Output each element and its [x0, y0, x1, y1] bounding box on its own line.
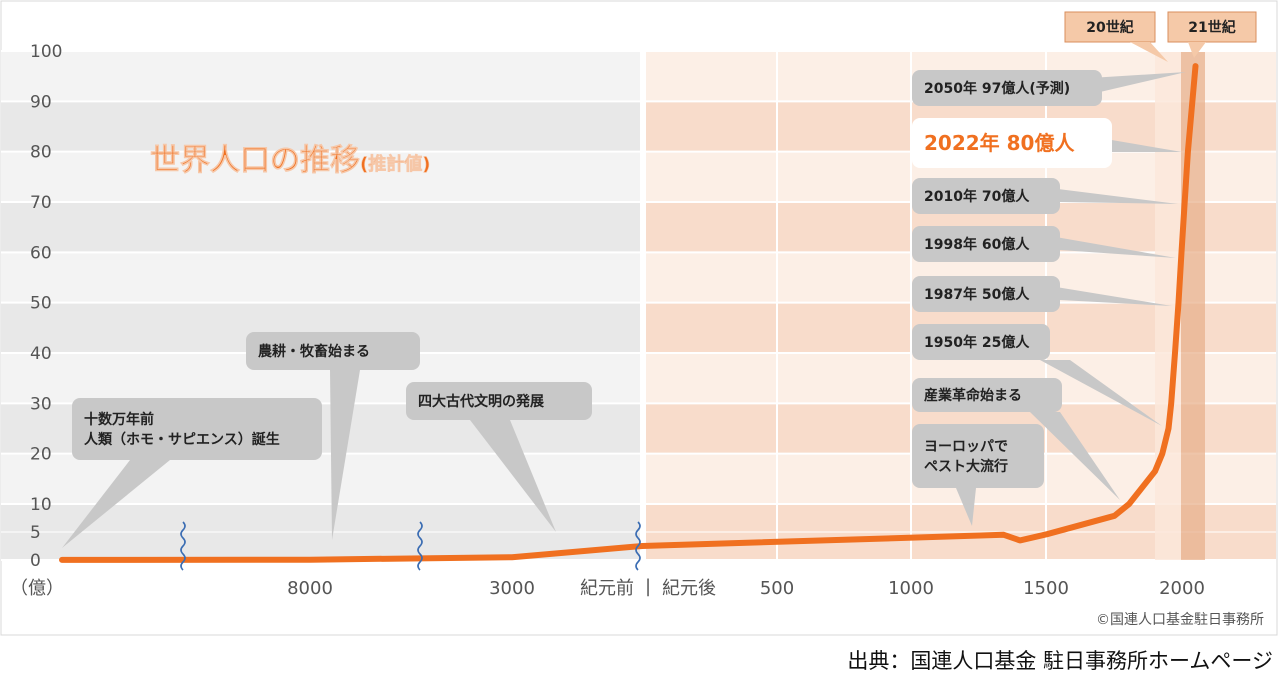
y-unit-label: （億） [10, 578, 64, 599]
annotation-text: 1998年 60億人 [924, 236, 1030, 253]
x-tick-label: 500 [760, 578, 794, 599]
y-tick-label: 5 [30, 523, 41, 543]
x-tick-label: 1000 [888, 578, 934, 599]
source-credit: 出典：国連人口基金 駐日事務所ホームページ [847, 649, 1273, 673]
x-axis-divider: | [645, 576, 651, 597]
y-tick-label: 60 [30, 243, 52, 263]
y-tick-label: 0 [30, 551, 41, 571]
x-axis-ticks: 8000 3000 紀元前 紀元後 500 1000 1500 2000 [287, 578, 1205, 599]
annotation-callout: 2010年 70億人 [912, 178, 1178, 214]
y-tick-label: 40 [30, 344, 52, 364]
annotation-box [912, 226, 1060, 262]
y-tick-label: 50 [30, 294, 52, 314]
annotation-callout: 1950年 25億人 [912, 324, 1162, 426]
x-tick-label: 紀元後 [662, 578, 716, 599]
annotation-text: 十数万年前 [84, 411, 154, 428]
y-tick-label: 100 [30, 42, 62, 62]
break-mark [180, 521, 186, 571]
x-tick-label: 紀元前 [580, 578, 634, 599]
annotation-box [912, 178, 1060, 214]
copyright-label: ©国連人口基金駐日事務所 [1096, 611, 1264, 628]
annotation-text: 四大古代文明の発展 [418, 393, 544, 410]
annotation-box [912, 324, 1050, 360]
y-tick-label: 80 [30, 143, 52, 163]
y-tick-label: 30 [30, 394, 52, 414]
y-axis-ticks: 0 5 10 20 30 40 50 60 70 80 90 100 [30, 42, 62, 571]
annotation-text: 2050年 97億人(予測) [924, 80, 1070, 97]
era-label-21st: 21世紀 [1167, 11, 1257, 58]
annotation-callout: 産業革命始まる [912, 378, 1120, 500]
x-tick-label: 3000 [489, 578, 535, 599]
band-before [1, 51, 642, 102]
annotation-box [406, 382, 592, 420]
break-mark [417, 521, 423, 571]
annotation-box [246, 332, 420, 370]
annotation-text: ペスト大流行 [924, 458, 1008, 475]
annotation-text: 産業革命始まる [924, 387, 1022, 404]
annotation-text: 2022年 80億人 [924, 131, 1075, 155]
annotation-box [72, 398, 322, 460]
annotation-text: 2010年 70億人 [924, 188, 1030, 205]
annotation-text: 1987年 50億人 [924, 286, 1030, 303]
era-21st-label: 21世紀 [1188, 19, 1235, 36]
annotation-box [912, 424, 1044, 488]
annotation-text: 1950年 25億人 [924, 334, 1030, 351]
annotation-text: 農耕・牧畜始まる [258, 343, 370, 360]
annotation-callout: 1998年 60億人 [912, 226, 1176, 262]
band-before [1, 453, 642, 504]
era-label-20th: 20世紀 [1064, 11, 1168, 62]
band-before [1, 101, 642, 152]
annotation-callout: 2050年 97億人(予測) [912, 70, 1186, 106]
annotation-text: 人類（ホモ・サピエンス）誕生 [84, 431, 280, 448]
y-tick-label: 90 [30, 92, 52, 112]
annotation-callout: 2022年 80億人 [912, 118, 1182, 168]
annotation-box [912, 118, 1112, 168]
band-before [1, 252, 642, 303]
y-tick-label: 70 [30, 193, 52, 213]
y-tick-label: 10 [30, 495, 52, 515]
annotation-box [912, 70, 1102, 106]
era-band-21st-century [1181, 52, 1205, 560]
break-mark [635, 521, 641, 571]
x-tick-label: 8000 [287, 578, 333, 599]
annotation-callout: 四大古代文明の発展 [406, 382, 592, 532]
annotation-box [912, 276, 1060, 312]
band-before [1, 202, 642, 253]
annotation-text: ヨーロッパで [924, 439, 1008, 455]
band-before [1, 151, 642, 203]
y-tick-label: 20 [30, 445, 52, 465]
x-tick-label: 1500 [1023, 578, 1069, 599]
era-20th-label: 20世紀 [1086, 19, 1133, 36]
axis-break-marks [180, 521, 641, 571]
chart-title: 世界人口の推移(推計値) [150, 143, 430, 178]
annotation-callout: 農耕・牧畜始まる [246, 332, 420, 540]
population-line [59, 63, 1199, 563]
annotation-box [912, 378, 1062, 412]
x-tick-label: 2000 [1159, 578, 1205, 599]
annotation-callout: 1987年 50億人 [912, 276, 1172, 312]
